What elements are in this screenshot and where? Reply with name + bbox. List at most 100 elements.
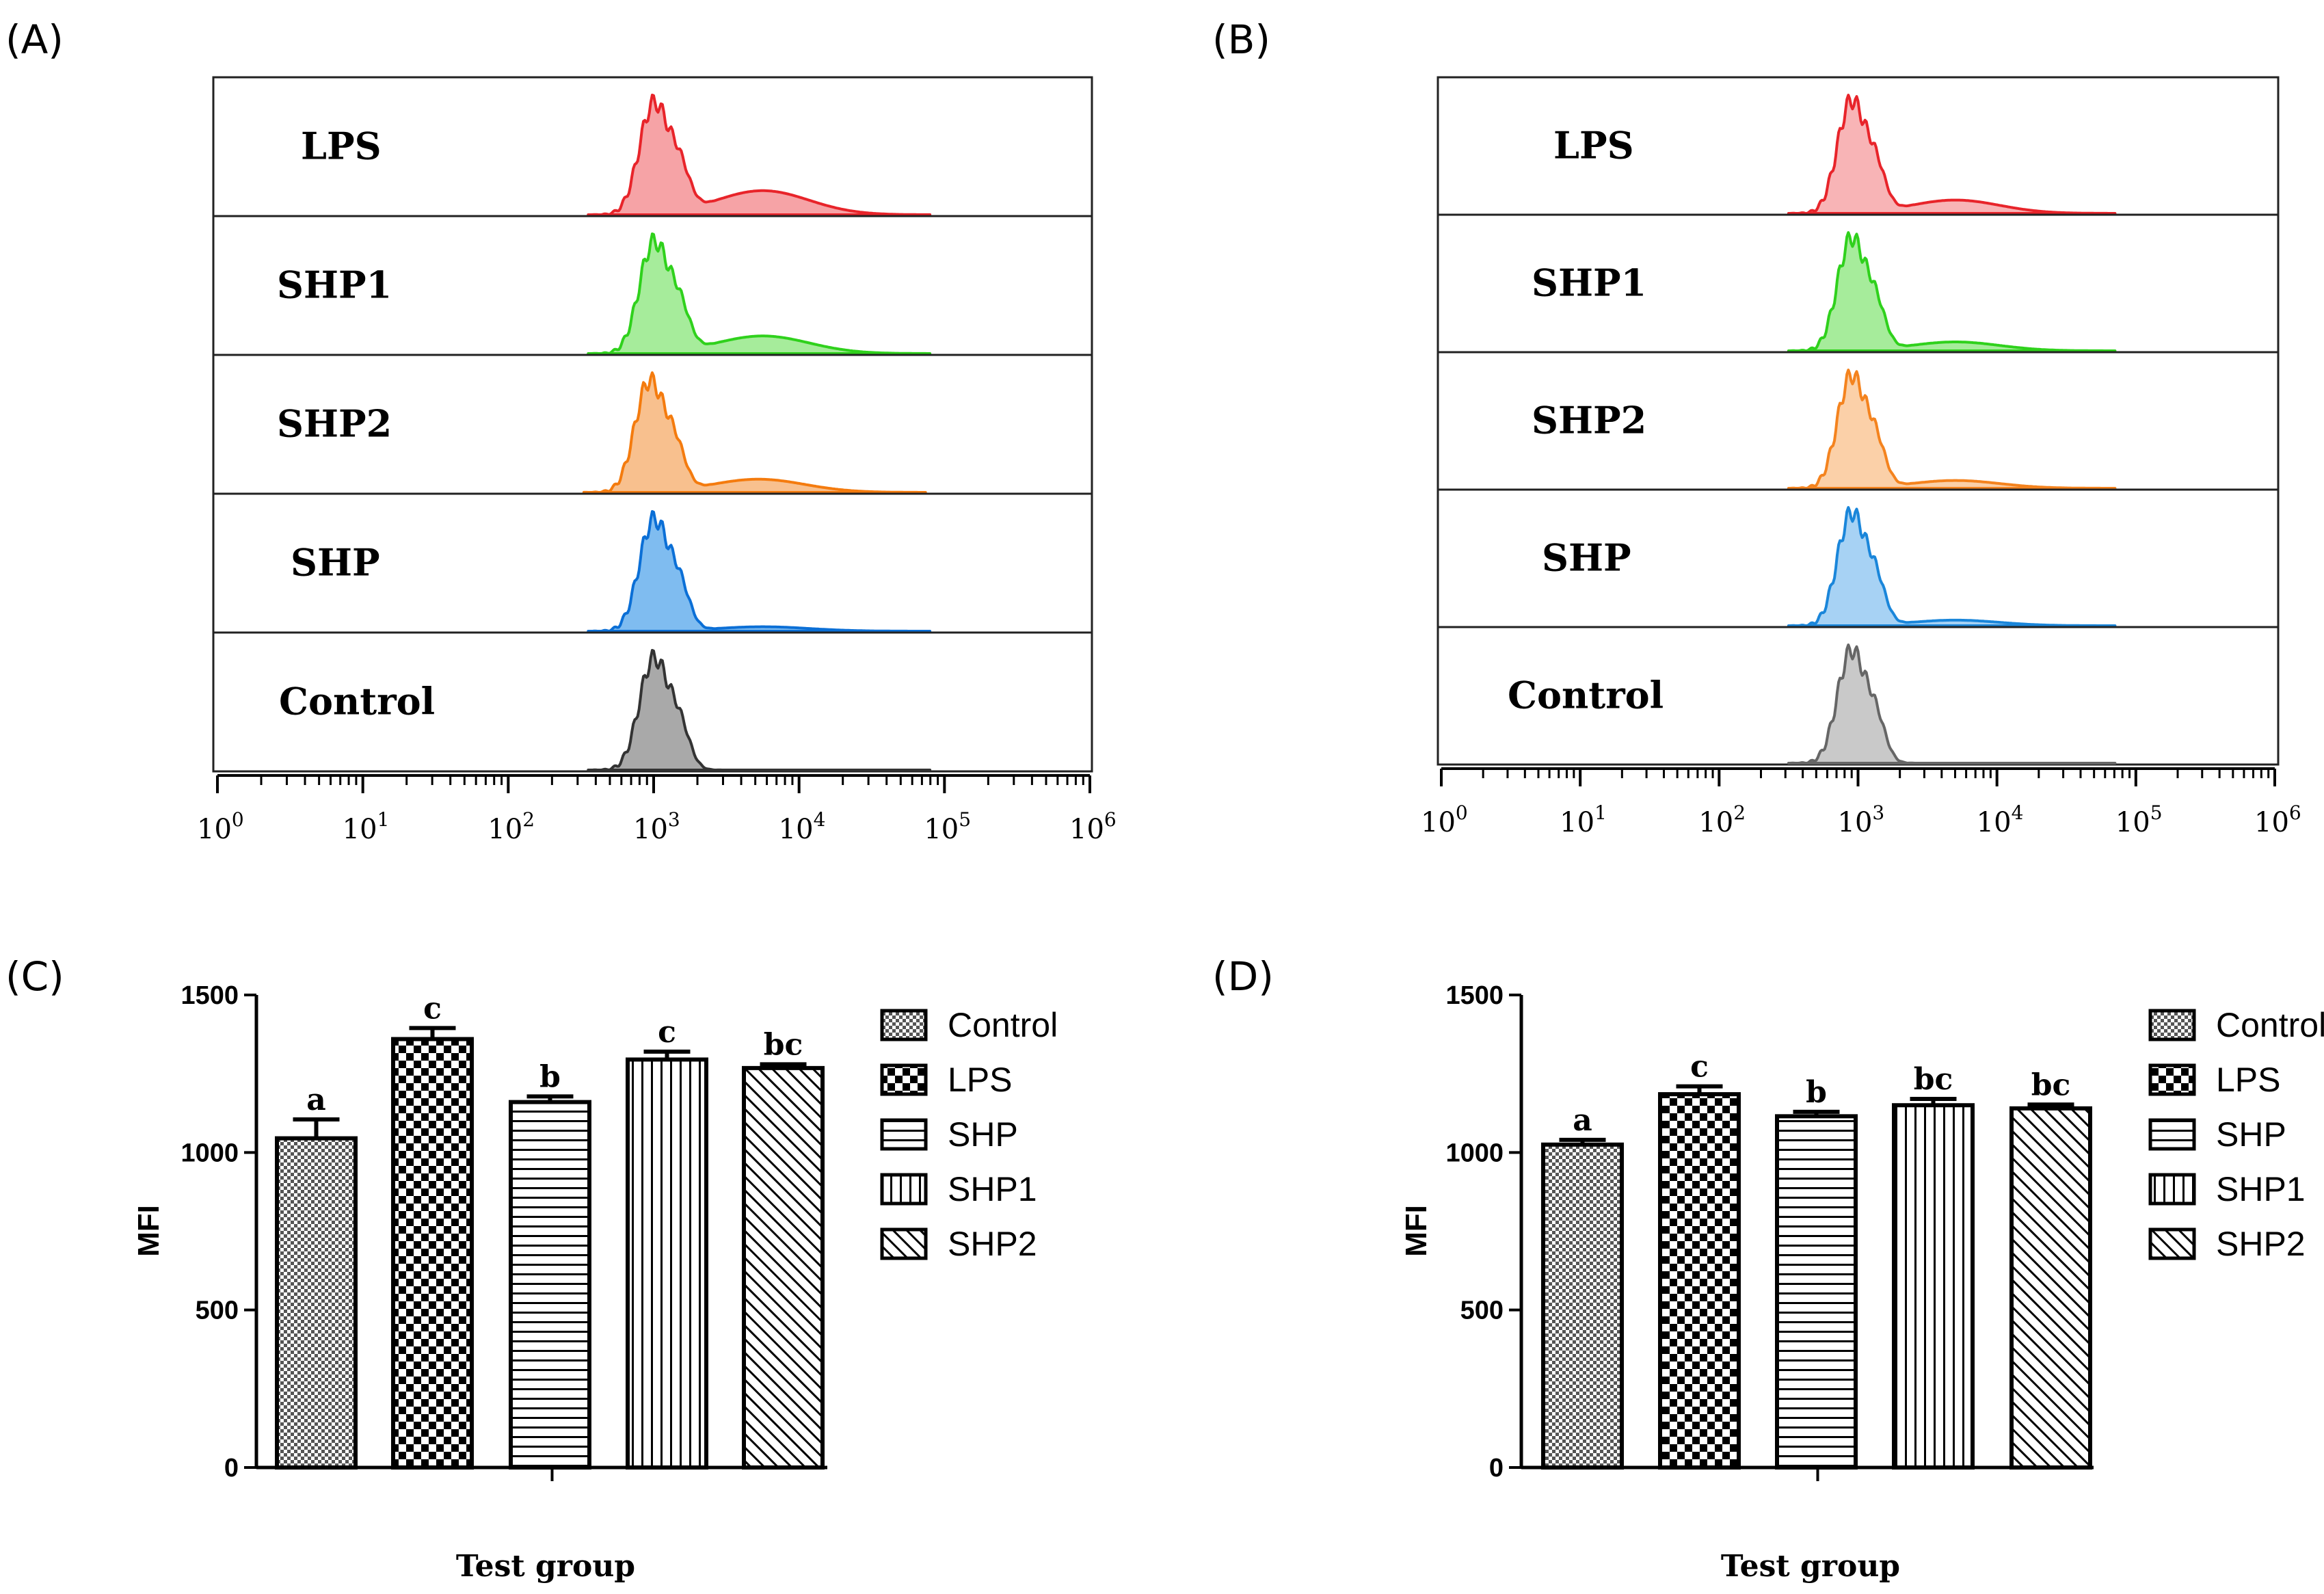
panel-label-a: (A) <box>5 16 64 63</box>
histogram-row-label: LPS <box>301 124 382 168</box>
bar-control <box>1541 1142 1624 1470</box>
legend-label-shp1: SHP1 <box>2216 1170 2306 1208</box>
histogram-row-label: SHP <box>291 541 380 585</box>
significance-letter: b <box>1806 1075 1827 1110</box>
histogram-curve-shp1 <box>1787 231 2117 352</box>
legend-swatch-lps <box>2148 1063 2196 1096</box>
histogram-x-axis: 100 101 102 103 104 105 106 <box>1421 767 2301 838</box>
legend-label-lps: LPS <box>948 1061 1013 1099</box>
histogram-tick-label: 102 <box>487 808 535 845</box>
bar-shp1 <box>626 1057 708 1470</box>
histogram-row-shp1: SHP1 <box>1437 213 2280 354</box>
significance-letter: bc <box>2031 1067 2071 1102</box>
y-tick-label: 500 <box>196 1297 239 1325</box>
histogram-tick-label: 102 <box>1698 801 1746 838</box>
bar-control <box>275 1136 358 1470</box>
legend-swatch-shp <box>2148 1118 2196 1151</box>
significance-letter: b <box>539 1059 561 1094</box>
histogram-row-shp: SHP <box>1437 488 2280 628</box>
histogram-curve-shp2 <box>582 371 927 494</box>
legend-swatch-shp <box>880 1118 928 1151</box>
histogram-curve-control <box>587 649 932 771</box>
legend-swatch-control <box>880 1009 928 1041</box>
y-tick-label: 1500 <box>181 981 239 1010</box>
legend-label-shp: SHP <box>2216 1115 2286 1154</box>
histogram-row-label: SHP <box>1542 536 1631 580</box>
histogram-row-control: Control <box>212 631 1093 773</box>
histogram-curve-shp2 <box>1787 369 2117 490</box>
histogram-tick-label: 105 <box>2115 801 2163 838</box>
histogram-curve-lps <box>587 94 932 216</box>
significance-letter: c <box>1690 1050 1709 1085</box>
y-axis-label: MFI <box>1400 1205 1433 1257</box>
legend-swatch-control <box>2148 1009 2196 1041</box>
legend-label-shp: SHP <box>948 1115 1018 1154</box>
bar-shp <box>509 1100 591 1470</box>
histogram-row-control: Control <box>1437 626 2280 766</box>
histogram-tick-label: 104 <box>1977 801 2024 838</box>
bar-shp <box>1775 1114 1858 1470</box>
significance-letter: c <box>658 1015 676 1050</box>
histogram-tick-label: 103 <box>633 808 680 845</box>
legend: Control LPS SHP SHP1 SHP2 <box>2148 1006 2324 1263</box>
histogram-curve-shp1 <box>587 233 932 355</box>
y-tick-label: 1000 <box>181 1139 239 1167</box>
legend-label-control: Control <box>2216 1006 2324 1044</box>
legend-swatch-shp2 <box>880 1227 928 1260</box>
significance-letter: a <box>1573 1103 1592 1138</box>
y-tick-label: 0 <box>224 1454 239 1483</box>
panel-label-d: (D) <box>1212 953 1274 1000</box>
histogram-x-axis: 100 101 102 103 104 105 106 <box>197 774 1117 845</box>
histogram-curve-lps <box>1787 94 2117 215</box>
histogram-tick-label: 101 <box>1560 801 1607 838</box>
histogram-row-shp2: SHP2 <box>212 354 1093 495</box>
bar-chart-d: 0 500 1000 1500 a c b bc bc MFI Test group Control L… <box>1400 981 2324 1584</box>
bar-shp2 <box>742 1065 825 1470</box>
histogram-curve-shp <box>587 510 932 633</box>
histogram-tick-label: 106 <box>1069 808 1117 845</box>
bar-shp1 <box>1892 1103 1975 1470</box>
y-tick-label: 500 <box>1460 1297 1504 1325</box>
histogram-curve-shp <box>1787 506 2117 627</box>
histogram-row-shp2: SHP2 <box>1437 351 2280 491</box>
legend-swatch-shp2 <box>2148 1227 2196 1260</box>
histogram-row-label: SHP2 <box>277 402 392 446</box>
histogram-tick-label: 103 <box>1838 801 1885 838</box>
histogram-row-label: LPS <box>1553 124 1634 168</box>
significance-letter: a <box>306 1082 326 1117</box>
legend-swatch-shp1 <box>880 1173 928 1206</box>
y-tick-label: 0 <box>1489 1454 1504 1483</box>
bar-lps <box>391 1037 474 1470</box>
x-axis-label: Test group <box>456 1549 635 1584</box>
significance-letter: c <box>423 991 442 1026</box>
y-tick-label: 1000 <box>1445 1139 1504 1167</box>
legend-swatch-shp1 <box>2148 1173 2196 1206</box>
histogram-curve-control <box>1787 643 2117 765</box>
panel-label-c: (C) <box>5 953 64 1000</box>
significance-letter: bc <box>764 1027 803 1062</box>
histogram-row-label: SHP1 <box>1532 261 1646 305</box>
x-axis-label: Test group <box>1721 1549 1900 1584</box>
legend-swatch-lps <box>880 1063 928 1096</box>
panel-label-b: (B) <box>1212 16 1270 63</box>
y-axis-label: MFI <box>132 1205 165 1257</box>
histogram-row-label: SHP2 <box>1532 399 1646 442</box>
legend-label-lps: LPS <box>2216 1061 2281 1099</box>
bar-shp2 <box>2009 1106 2092 1470</box>
histogram-row-label: Control <box>279 680 435 723</box>
histogram-row-shp: SHP <box>212 492 1093 634</box>
y-tick-label: 1500 <box>1445 981 1504 1010</box>
bar-lps <box>1658 1092 1741 1470</box>
legend-label-shp2: SHP2 <box>948 1225 1037 1263</box>
histogram-tick-label: 100 <box>197 808 244 845</box>
legend-label-shp1: SHP1 <box>948 1170 1037 1208</box>
histogram-tick-label: 104 <box>779 808 826 845</box>
significance-letter: bc <box>1914 1062 1953 1097</box>
histogram-tick-label: 100 <box>1421 801 1468 838</box>
histogram-row-label: SHP1 <box>277 263 392 307</box>
legend-label-shp2: SHP2 <box>2216 1225 2306 1263</box>
